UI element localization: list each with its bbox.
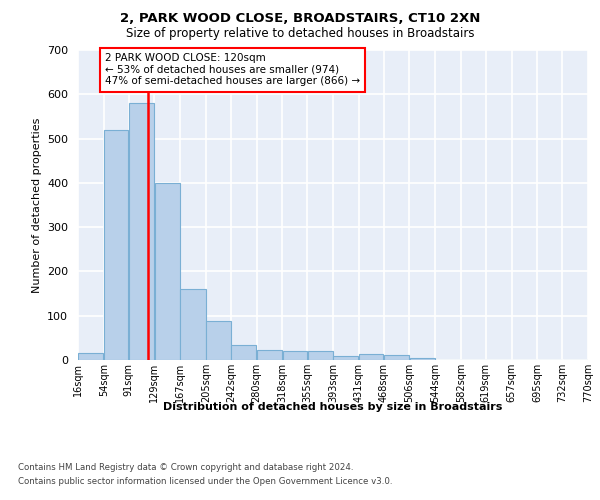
Bar xyxy=(410,358,435,360)
Bar xyxy=(308,351,333,360)
Bar xyxy=(181,289,206,360)
Bar xyxy=(384,354,409,360)
Bar xyxy=(333,356,358,360)
Text: Size of property relative to detached houses in Broadstairs: Size of property relative to detached ho… xyxy=(126,28,474,40)
Bar xyxy=(206,322,230,360)
Bar xyxy=(155,183,180,360)
Text: Contains HM Land Registry data © Crown copyright and database right 2024.: Contains HM Land Registry data © Crown c… xyxy=(18,462,353,471)
Text: 2, PARK WOOD CLOSE, BROADSTAIRS, CT10 2XN: 2, PARK WOOD CLOSE, BROADSTAIRS, CT10 2X… xyxy=(120,12,480,26)
Bar xyxy=(283,351,307,360)
Bar xyxy=(104,130,128,360)
Bar xyxy=(359,354,383,360)
Text: 2 PARK WOOD CLOSE: 120sqm
← 53% of detached houses are smaller (974)
47% of semi: 2 PARK WOOD CLOSE: 120sqm ← 53% of detac… xyxy=(105,53,360,86)
Text: Contains public sector information licensed under the Open Government Licence v3: Contains public sector information licen… xyxy=(18,478,392,486)
Bar xyxy=(257,350,282,360)
Text: Distribution of detached houses by size in Broadstairs: Distribution of detached houses by size … xyxy=(163,402,503,412)
Bar xyxy=(129,103,154,360)
Bar xyxy=(78,354,103,360)
Y-axis label: Number of detached properties: Number of detached properties xyxy=(32,118,41,292)
Bar xyxy=(231,344,256,360)
